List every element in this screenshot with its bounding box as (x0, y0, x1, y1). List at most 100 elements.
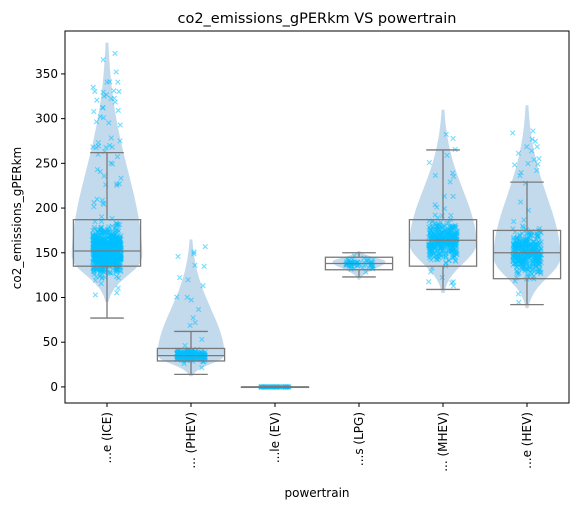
strip-point (514, 269, 520, 276)
strip-point (102, 250, 108, 257)
strip-point (91, 224, 98, 231)
strip-point (444, 152, 450, 159)
strip-point (522, 240, 529, 247)
y-tick-label: 300 (35, 112, 58, 126)
strip-point (91, 268, 98, 274)
strip-point (525, 160, 531, 167)
strip-point (114, 290, 120, 296)
x-tick-label: ...e (ICE) (100, 412, 114, 464)
strip-point (97, 168, 103, 175)
strip-point (428, 269, 434, 275)
x-axis-label: powertrain (284, 486, 349, 500)
strip-point (437, 232, 443, 239)
strip-point (426, 242, 433, 248)
strip-point (517, 233, 523, 239)
strip-point (109, 242, 115, 248)
strip-point (428, 233, 435, 239)
strip-point (443, 250, 449, 257)
strip-point (202, 243, 208, 250)
x-tick-label: ...le (EV) (268, 412, 282, 463)
strip-point (174, 294, 180, 300)
strip-point (510, 218, 517, 225)
y-tick-label: 350 (35, 67, 58, 81)
strip-point (446, 242, 453, 248)
strip-point (433, 240, 440, 247)
strip-point (188, 297, 194, 303)
strip-point (116, 181, 123, 187)
y-tick-label: 150 (35, 246, 58, 260)
strip-point (532, 138, 538, 145)
strip-point (90, 84, 96, 91)
strip-point (100, 254, 106, 260)
strip-point (438, 252, 444, 259)
strip-point (532, 268, 538, 275)
strip-point (93, 119, 100, 125)
strip-point (201, 263, 207, 270)
strip-point (118, 175, 124, 181)
strip-point (100, 115, 107, 121)
strip-point (529, 242, 535, 248)
strip-point (441, 247, 447, 254)
y-tick-label: 250 (35, 156, 58, 170)
strip-point (440, 230, 447, 236)
strip-point (108, 236, 115, 243)
strip-point (447, 179, 453, 185)
violin-1 (157, 239, 225, 377)
strip-point (535, 161, 541, 167)
strip-point (97, 113, 104, 120)
strip-point (177, 274, 183, 281)
strip-point (531, 157, 537, 163)
strip-point (115, 226, 121, 233)
strip-point (90, 236, 96, 243)
plot-frame (64, 30, 570, 404)
strip-point (199, 365, 205, 371)
strip-point (176, 350, 183, 356)
strip-point (95, 229, 101, 236)
strip-point (533, 167, 540, 174)
strip-point (113, 220, 119, 226)
strip-point (109, 223, 115, 229)
strip-point (114, 182, 120, 189)
strip-point (531, 246, 538, 252)
strip-point (517, 172, 523, 179)
strip-point (114, 154, 121, 160)
strip-point (198, 349, 205, 356)
strip-point (99, 197, 106, 203)
strip-point (529, 136, 535, 142)
strip-point (453, 258, 459, 264)
strip-point (522, 256, 528, 262)
strip-point (524, 144, 530, 150)
strip-point (200, 283, 206, 289)
strip-point (454, 234, 460, 240)
strip-point (185, 277, 191, 283)
strip-point (103, 92, 110, 98)
strip-point (512, 259, 519, 265)
strip-point (101, 173, 107, 179)
strip-point (92, 277, 99, 284)
strip-point (195, 306, 202, 313)
strip-point (97, 255, 103, 261)
strip-point (98, 280, 104, 287)
strip-point (443, 131, 449, 138)
strip-point (524, 273, 531, 279)
strip-point (92, 88, 98, 95)
strip-point (530, 128, 536, 134)
strip-point (100, 57, 106, 63)
strip-point (91, 203, 97, 210)
strip-point (180, 352, 186, 358)
strip-point (107, 255, 113, 262)
strip-point (192, 319, 198, 326)
strip-point (514, 235, 520, 241)
strip-point (533, 230, 539, 236)
strip-point (98, 243, 104, 250)
strip-point (450, 193, 456, 200)
strip-point (528, 148, 535, 154)
strip-point (96, 255, 102, 261)
strip-point (112, 99, 118, 105)
strip-point (98, 225, 104, 231)
strip-point (510, 130, 516, 136)
strip-point (450, 173, 457, 180)
strip-point (513, 264, 520, 270)
strip-point (99, 259, 105, 265)
